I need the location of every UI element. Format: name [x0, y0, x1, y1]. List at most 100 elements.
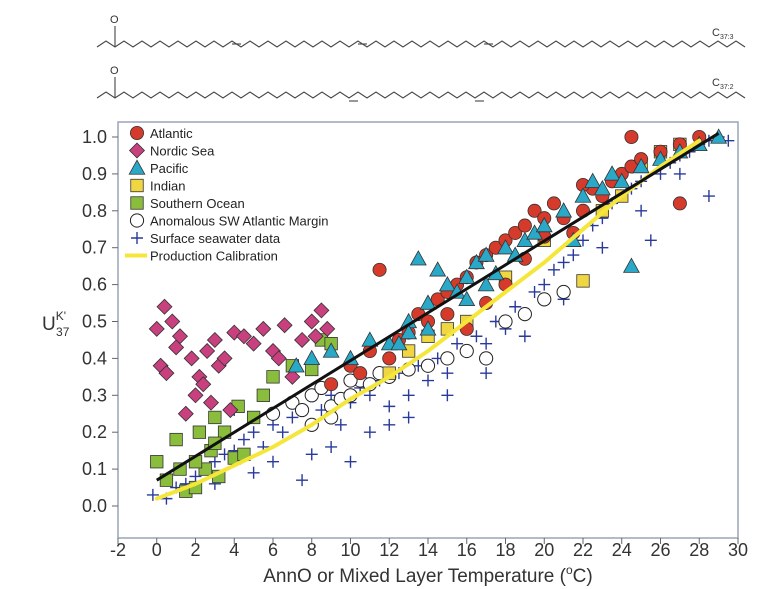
anomalous-sw-atlantic-margin-point [304, 388, 319, 403]
nordic-sea-point [206, 331, 223, 348]
nordic-sea-point [148, 320, 165, 337]
x-tick-label: -2 [110, 540, 126, 560]
legend: Atlantic Nordic Sea Pacific Indian Southern … [125, 126, 328, 264]
surface-seawater-data-point [480, 337, 493, 350]
pacific-point [632, 157, 650, 174]
pacific-point [361, 331, 379, 347]
legend-marker-anomalous-sw-atlantic-margin [129, 213, 145, 228]
atlantic-point [672, 196, 687, 211]
legend-label-production-calibration: Production Calibration [150, 249, 278, 264]
x-tick-label: 4 [229, 540, 239, 560]
legend-label-southern-ocean: Southern Ocean [150, 196, 245, 211]
surface-seawater-data-point [635, 204, 648, 217]
anomalous-sw-atlantic-margin-point [343, 373, 358, 388]
pacific-point [603, 165, 621, 181]
surface-seawater-data-point [470, 330, 483, 343]
y-tick-label: 0.2 [82, 422, 107, 442]
pacific-point [458, 290, 476, 307]
surface-seawater-data-point [402, 411, 415, 424]
surface-seawater-data-point [557, 256, 570, 269]
pacific-point [555, 202, 573, 218]
pacific-point [400, 323, 418, 340]
molecule-c37-3-label-sub: 37:3 [720, 34, 734, 41]
pacific-point [458, 268, 476, 284]
nordic-sea-point [270, 350, 287, 367]
anomalous-sw-atlantic-margin-point [459, 343, 474, 359]
x-axis-title-degree: o [566, 563, 573, 577]
surface-seawater-data-point [422, 374, 434, 387]
molecule-c37-3-oxygen: O [110, 14, 119, 26]
y-tick-label: 0.9 [82, 164, 107, 184]
indian-point [576, 274, 590, 288]
x-tick-label: 20 [534, 540, 554, 560]
nordic-sea-point [164, 313, 181, 330]
surface-seawater-data-point [402, 389, 415, 402]
legend-marker-pacific [128, 159, 146, 175]
surface-seawater-data-point [644, 234, 657, 247]
surface-seawater-data-point [286, 411, 299, 424]
pacific-point [303, 349, 321, 366]
legend-marker-southern-ocean [130, 196, 144, 210]
x-axis-title-unit: C) [573, 566, 593, 587]
nordic-sea-point [255, 320, 272, 337]
atlantic-point [508, 225, 523, 240]
surface-seawater-data-point [267, 455, 279, 468]
atlantic-point [382, 351, 397, 366]
production-calibration-line [154, 138, 702, 501]
southern-ocean-point [266, 370, 280, 384]
molecule-c37-2-label: C37:2 [712, 77, 734, 91]
surface-seawater-data-point [247, 426, 260, 439]
surface-seawater-data-point [237, 433, 250, 446]
legend-label-atlantic: Atlantic [150, 126, 193, 141]
pacific-point [390, 335, 408, 351]
anomalous-sw-atlantic-margin-point [556, 284, 571, 300]
nordic-sea-point [216, 350, 233, 367]
nordic-sea-point [158, 365, 175, 382]
molecule-c37-3: O C37:3 [96, 14, 746, 48]
surface-seawater-data-point [344, 455, 357, 468]
y-tick-label: 0.8 [82, 201, 107, 221]
ticks-layer: 0.00.10.20.30.40.50.60.70.80.91.0-2 0 2 4 6 8… [82, 127, 748, 560]
y-tick-label: 0.1 [82, 459, 107, 479]
anomalous-sw-atlantic-margin-point [537, 292, 552, 307]
anomalous-sw-atlantic-margin-point [420, 358, 436, 373]
x-tick-label: 8 [307, 540, 317, 560]
x-tick-label: 24 [612, 540, 632, 560]
surface-seawater-data-point [480, 367, 493, 380]
surface-seawater-data-point [596, 241, 609, 254]
surface-seawater-data-point [702, 190, 715, 203]
y-tick-label: 0.4 [82, 348, 107, 368]
anomalous-sw-atlantic-margin-point [498, 314, 513, 329]
surface-seawater-data-point [208, 455, 221, 468]
surface-seawater-data-point [518, 330, 531, 343]
nordic-sea-point [307, 328, 324, 345]
pacific-point [477, 275, 495, 292]
anomalous-sw-atlantic-margin-point [517, 307, 532, 322]
southern-ocean-point [192, 425, 207, 439]
molecule-c37-2-chain [96, 91, 746, 99]
surface-seawater-data-point [441, 389, 454, 402]
legend-label-indian: Indian [150, 179, 185, 194]
southern-ocean-point [169, 432, 183, 447]
surface-seawater-data-point [577, 234, 589, 247]
pacific-point [477, 246, 495, 262]
x-tick-label: 30 [728, 540, 748, 560]
y-tick-label: 0.0 [82, 496, 107, 516]
surface-seawater-data-point [296, 474, 309, 487]
pacific-point [535, 216, 553, 233]
southern-ocean-point [256, 388, 270, 402]
pacific-point [287, 357, 305, 373]
legend-label-anomalous-sw-atlantic-margin: Anomalous SW Atlantic Margin [150, 214, 328, 229]
y-axis-title: UK' 37 [42, 309, 70, 339]
surface-seawater-data-point [538, 278, 551, 291]
x-tick-label: 6 [268, 540, 278, 560]
pacific-point [622, 257, 640, 273]
x-tick-label: 0 [152, 540, 162, 560]
pacific-point [409, 250, 427, 266]
nordic-sea-point [199, 343, 216, 360]
molecule-c37-2-oxygen: O [110, 65, 119, 77]
nordic-sea-point [183, 350, 200, 367]
points-layer [146, 128, 735, 505]
pacific-point [613, 172, 631, 188]
nordic-sea-point [294, 331, 311, 348]
